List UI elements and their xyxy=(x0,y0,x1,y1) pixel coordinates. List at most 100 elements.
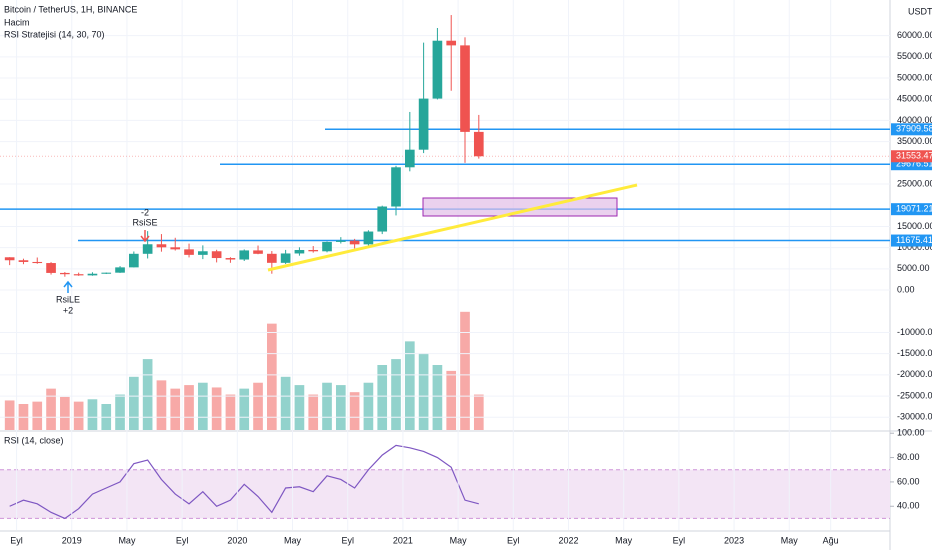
volume-bar xyxy=(267,323,277,430)
candle-body xyxy=(322,241,332,252)
candle-body xyxy=(87,273,98,276)
rsi-panel xyxy=(0,432,894,520)
y-tick-label: 5000.00 xyxy=(897,263,930,273)
volume-bar xyxy=(32,401,43,430)
signal-count: -2 xyxy=(141,207,149,217)
volume-bar xyxy=(142,359,153,430)
volume-bar xyxy=(404,341,415,430)
signal-arrow xyxy=(140,230,150,243)
candle-body xyxy=(170,247,181,250)
volume-bar xyxy=(73,401,84,430)
volume-bar xyxy=(280,376,291,430)
candle-body xyxy=(377,206,388,232)
candle-body xyxy=(73,274,84,276)
candle-body xyxy=(156,244,167,248)
x-tick-label: Eyl xyxy=(176,535,189,545)
candle-body xyxy=(46,263,56,273)
rsi-tick-label: 40.00 xyxy=(897,501,920,511)
volume-bar xyxy=(170,388,181,430)
x-tick-label: May xyxy=(118,535,136,545)
volume-bar xyxy=(432,365,443,430)
candle-body xyxy=(267,253,277,263)
last-price-bg xyxy=(891,150,932,163)
volume-bar xyxy=(46,388,56,430)
volume-bar xyxy=(322,382,332,430)
y-tick-label: 60000.00 xyxy=(897,30,932,40)
candle-body xyxy=(280,253,291,263)
x-tick-label: 2019 xyxy=(62,535,82,545)
level-label: 37909.58 xyxy=(896,124,932,134)
y-tick-label: -20000.00 xyxy=(897,369,932,379)
volume-bar xyxy=(211,387,222,430)
candle-body xyxy=(4,257,15,261)
candle-body xyxy=(473,131,484,157)
y-tick-label: -30000.00 xyxy=(897,412,932,422)
x-tick-label: 2022 xyxy=(558,535,578,545)
y-tick-label: 15000.00 xyxy=(897,221,932,231)
y-tick-label: 25000.00 xyxy=(897,178,932,188)
y-tick-label: 45000.00 xyxy=(897,94,932,104)
y-tick-label: 40000.00 xyxy=(897,115,932,125)
rsi-line xyxy=(9,444,479,520)
volume-bar xyxy=(377,365,388,430)
volume-bar xyxy=(473,394,484,430)
signal-name: RsiLE xyxy=(56,294,80,304)
candle-body xyxy=(142,244,153,254)
y-tick-label: 50000.00 xyxy=(897,72,932,82)
volume-bar xyxy=(198,382,208,430)
signal-arrow xyxy=(63,280,73,293)
level-label-bg xyxy=(891,123,932,136)
candle-body xyxy=(32,261,43,264)
level-label: 11675.41 xyxy=(896,235,932,245)
y-tick-label: -10000.00 xyxy=(897,327,932,337)
level-label-bg xyxy=(891,203,932,216)
volume-bar xyxy=(129,376,139,430)
x-tick-label: May xyxy=(781,535,799,545)
candle-body xyxy=(211,251,222,259)
volume-bar xyxy=(156,380,167,430)
level-label: 19071.21 xyxy=(896,204,932,214)
last-price-label: 31553.47 xyxy=(896,151,932,161)
candle-body xyxy=(391,167,401,207)
candle-body xyxy=(129,253,139,268)
level-label: 29676.51 xyxy=(896,159,932,169)
y-tick-label: 35000.00 xyxy=(897,136,932,146)
volume-bar xyxy=(446,370,457,430)
price-panel xyxy=(0,0,890,530)
volume-bar xyxy=(115,394,125,430)
x-tick-label: 2023 xyxy=(724,535,744,545)
x-tick-label: Ağu xyxy=(823,535,839,545)
candle-body xyxy=(460,45,470,132)
x-tick-label: May xyxy=(284,535,302,545)
volume-bar xyxy=(418,353,429,430)
x-tick-label: May xyxy=(450,535,468,545)
indicator-label: RSI Stratejisi (14, 30, 70) xyxy=(4,29,105,39)
rectangle-drawing xyxy=(422,197,618,217)
candle-body xyxy=(432,40,443,99)
rsi-tick-label: 100.00 xyxy=(897,428,925,438)
rsi-title: RSI (14, close) xyxy=(4,435,64,445)
volume-bar xyxy=(349,392,360,430)
candle-body xyxy=(308,249,319,252)
x-tick-label: Eyl xyxy=(341,535,354,545)
volume-bar xyxy=(87,399,98,430)
x-tick-label: Eyl xyxy=(673,535,686,545)
volume-bar xyxy=(253,382,263,430)
volume-bar xyxy=(239,388,250,430)
y-tick-label: 0.00 xyxy=(897,284,915,294)
candle-body xyxy=(418,98,429,150)
y-tick-label: -25000.00 xyxy=(897,390,932,400)
candle-body xyxy=(349,240,360,245)
trend-line xyxy=(267,183,638,272)
volume-bar xyxy=(184,385,194,430)
volume-bar xyxy=(225,394,236,430)
rsi-tick-label: 60.00 xyxy=(897,476,920,486)
volume-bar xyxy=(363,382,374,430)
rsi-band xyxy=(0,469,890,519)
y-tick-label: 10000.00 xyxy=(897,242,932,252)
volume-bar xyxy=(294,385,305,430)
candle-body xyxy=(363,231,374,245)
signal-count: +2 xyxy=(63,305,73,315)
rsi-tick-label: 80.00 xyxy=(897,452,920,462)
